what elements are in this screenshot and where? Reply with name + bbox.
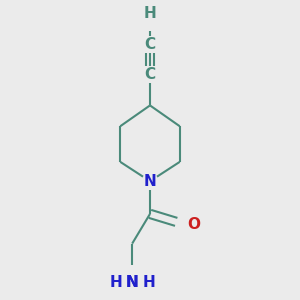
Text: C: C	[144, 67, 156, 82]
Text: N: N	[126, 275, 139, 290]
Text: H: H	[144, 6, 156, 21]
Text: O: O	[188, 217, 201, 232]
Text: C: C	[144, 37, 156, 52]
Text: H: H	[110, 275, 122, 290]
Text: N: N	[144, 174, 156, 189]
Text: H: H	[142, 275, 155, 290]
Text: N: N	[126, 275, 139, 290]
